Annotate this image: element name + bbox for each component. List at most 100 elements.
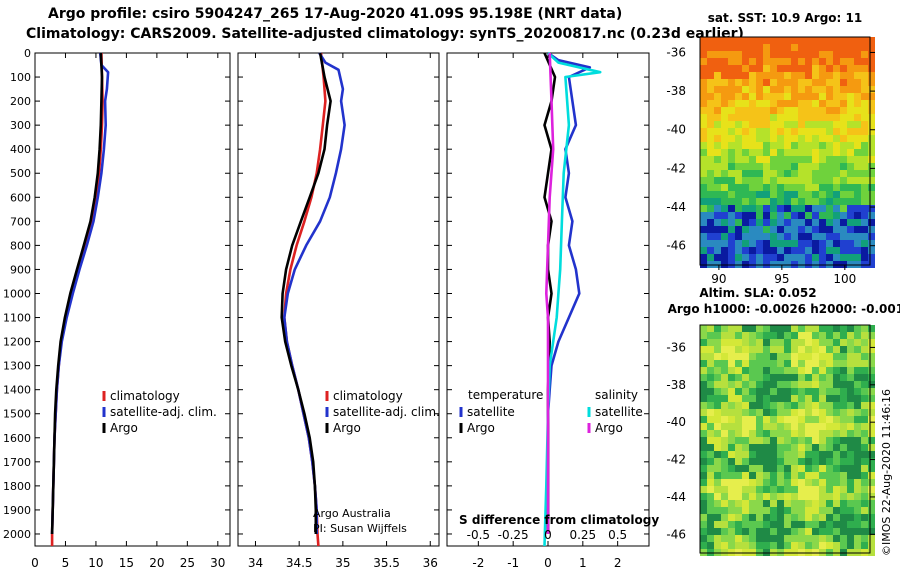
map-cell xyxy=(840,198,847,205)
map-cell xyxy=(854,493,861,500)
map-cell xyxy=(763,247,770,254)
map-cell xyxy=(833,395,840,402)
map-cell xyxy=(812,44,819,51)
map-cell xyxy=(707,86,714,93)
map-cell xyxy=(805,163,812,170)
map-cell xyxy=(861,381,868,388)
map-cell xyxy=(805,409,812,416)
map-cell xyxy=(770,198,777,205)
map-cell xyxy=(854,149,861,156)
map-cell xyxy=(714,226,721,233)
map-cell xyxy=(756,430,763,437)
map-cell xyxy=(819,233,826,240)
map-cell xyxy=(735,493,742,500)
map-cell xyxy=(854,86,861,93)
map-cell xyxy=(854,254,861,261)
map-cell xyxy=(777,507,784,514)
map-cell xyxy=(805,65,812,72)
map-cell xyxy=(840,395,847,402)
map-cell xyxy=(798,360,805,367)
map-cell xyxy=(798,177,805,184)
map-cell xyxy=(707,430,714,437)
map-cell xyxy=(833,353,840,360)
map-cell xyxy=(721,37,728,44)
map-cell xyxy=(728,156,735,163)
map-cell xyxy=(847,402,854,409)
map-cell xyxy=(742,346,749,353)
map-cell xyxy=(791,444,798,451)
depth-tick-label: 1500 xyxy=(3,408,31,421)
map-cell xyxy=(763,219,770,226)
map-cell xyxy=(777,205,784,212)
map-cell xyxy=(798,212,805,219)
map-cell xyxy=(721,325,728,332)
map-cell xyxy=(819,535,826,542)
map-cell xyxy=(791,332,798,339)
map-cell xyxy=(847,100,854,107)
map-cell xyxy=(749,444,756,451)
map-cell xyxy=(826,444,833,451)
map-cell xyxy=(763,93,770,100)
map-cell xyxy=(728,381,735,388)
map-cell xyxy=(805,128,812,135)
map-cell xyxy=(721,486,728,493)
map-cell xyxy=(742,107,749,114)
map-cell xyxy=(868,360,875,367)
map-cell xyxy=(833,339,840,346)
map-cell xyxy=(784,451,791,458)
map-cell xyxy=(763,458,770,465)
map-cell xyxy=(784,402,791,409)
map-cell xyxy=(763,500,770,507)
map-cell xyxy=(763,528,770,535)
map-cell xyxy=(805,44,812,51)
map-cell xyxy=(854,44,861,51)
map-cell xyxy=(707,465,714,472)
map-cell xyxy=(868,72,875,79)
map-cell xyxy=(714,254,721,261)
map-cell xyxy=(847,521,854,528)
map-cell xyxy=(735,72,742,79)
map-cell xyxy=(805,360,812,367)
map-cell xyxy=(707,514,714,521)
map-cell xyxy=(833,37,840,44)
map-cell xyxy=(728,198,735,205)
map-cell xyxy=(868,65,875,72)
map-cell xyxy=(721,149,728,156)
map-cell xyxy=(784,353,791,360)
map-cell xyxy=(819,184,826,191)
map-cell xyxy=(749,135,756,142)
map-cell xyxy=(700,521,707,528)
map-cell xyxy=(819,79,826,86)
map-cell xyxy=(798,430,805,437)
map-cell xyxy=(777,465,784,472)
map-cell xyxy=(812,233,819,240)
map-cell xyxy=(847,472,854,479)
map-cell xyxy=(784,395,791,402)
map-cell xyxy=(707,402,714,409)
map-cell xyxy=(770,135,777,142)
map-cell xyxy=(861,332,868,339)
map-cell xyxy=(861,37,868,44)
map-cell xyxy=(714,128,721,135)
map-cell xyxy=(791,493,798,500)
map-cell xyxy=(770,184,777,191)
header-line-2: Climatology: CARS2009. Satellite-adjuste… xyxy=(26,26,744,42)
map-cell xyxy=(847,240,854,247)
x-tick-label: 34 xyxy=(248,556,263,570)
map-cell xyxy=(714,233,721,240)
map-cell xyxy=(868,535,875,542)
map-y-tick-label: -42 xyxy=(666,161,686,175)
map-cell xyxy=(735,514,742,521)
map-cell xyxy=(868,37,875,44)
map-cell xyxy=(714,149,721,156)
map-cell xyxy=(798,472,805,479)
map-cell xyxy=(735,430,742,437)
map-cell xyxy=(812,135,819,142)
map-cell xyxy=(854,381,861,388)
map-cell xyxy=(749,184,756,191)
map-cell xyxy=(826,332,833,339)
map-cell xyxy=(819,423,826,430)
map-cell xyxy=(819,226,826,233)
secondary-tick-label: -0.5 xyxy=(467,528,490,542)
map-cell xyxy=(805,493,812,500)
